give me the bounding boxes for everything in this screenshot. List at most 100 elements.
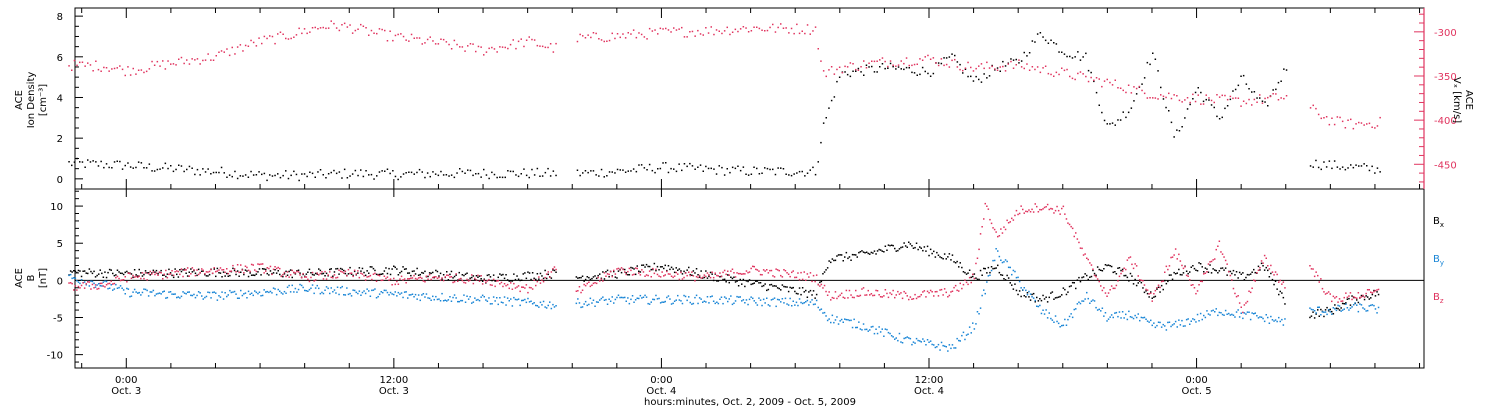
top-black-point [442, 174, 445, 176]
top-black-point [1226, 105, 1229, 107]
bottom-bz-point [180, 268, 183, 270]
bottom-bx-point [583, 280, 585, 282]
bottom-bz-point [716, 274, 718, 277]
bottom-by-point [180, 295, 183, 298]
top-pink-point [750, 30, 753, 32]
top-pink-point [341, 24, 343, 26]
bottom-bz-point [708, 274, 710, 276]
top-pink-point [333, 22, 335, 25]
top-black-point [1165, 106, 1167, 109]
top-black-point [472, 174, 474, 177]
bottom-bz-point [269, 265, 272, 268]
bottom-bx-point [547, 273, 549, 276]
bottom-by-point [981, 294, 983, 297]
bottom-bz-point [890, 293, 893, 296]
top-pink-point [619, 36, 621, 39]
bottom-bx-point [801, 287, 804, 289]
bottom-by-point [1067, 318, 1069, 321]
top-pink-point [1127, 84, 1130, 86]
bottom-bx-point [115, 274, 117, 276]
bottom-by-point [812, 303, 815, 306]
bottom-bz-point [133, 276, 136, 278]
bottom-by-point [188, 291, 190, 293]
top-pink-point [536, 44, 539, 47]
top-black-point [943, 57, 945, 59]
bottom-bx-point [216, 267, 219, 270]
bottom-bz-point [215, 270, 217, 273]
bottom-bz-point [168, 273, 170, 276]
bottom-bx-point [71, 271, 73, 273]
bottom-bz-point [1132, 267, 1135, 270]
bottom-bz-point [936, 290, 938, 293]
bottom-bz-point [1129, 256, 1132, 258]
bottom-by-point [108, 287, 111, 289]
bottom-by-point [163, 290, 165, 292]
bottom-by-point [1363, 308, 1366, 310]
bottom-by-point [894, 338, 896, 340]
bottom-bz-point [1176, 258, 1178, 260]
bottom-bx-point [981, 274, 983, 276]
bottom-bz-point [1263, 254, 1266, 257]
bottom-bx-point [457, 279, 459, 281]
bottom-by-point [524, 298, 526, 301]
bottom-by-point [1282, 324, 1285, 326]
bottom-bz-point [1098, 280, 1100, 283]
bottom-by-point [126, 287, 128, 290]
top-pink-point [252, 41, 255, 44]
bottom-by-point [1320, 314, 1322, 316]
top-pink-point [178, 58, 180, 60]
bottom-bx-point [224, 275, 226, 277]
bottom-bz-point [467, 280, 470, 282]
bottom-bx-point [627, 274, 629, 276]
bottom-bz-point [73, 289, 75, 291]
bottom-bx-point [873, 250, 876, 252]
top-black-point [980, 81, 983, 83]
top-black-point [1341, 166, 1344, 168]
bottom-bx-point [1334, 304, 1336, 306]
bottom-by-point [1131, 316, 1133, 319]
bottom-bz-point [355, 273, 357, 275]
top-black-point [394, 175, 397, 178]
bottom-by-point [425, 293, 428, 295]
bottom-by-point [283, 290, 286, 293]
bottom-by-point [739, 296, 741, 298]
bottom-bz-point [244, 265, 247, 267]
top-black-point [929, 75, 932, 77]
top-pink-point [202, 59, 204, 62]
bottom-bx-point [1050, 292, 1052, 294]
bottom-by-point [647, 302, 649, 305]
top-pink-point [322, 26, 324, 29]
top-black-point [228, 174, 231, 176]
bottom-by-point [90, 280, 92, 282]
bottom-by-point [677, 294, 679, 297]
bottom-bx-point [937, 254, 940, 256]
bottom-bz-point [1070, 225, 1072, 228]
top-pink-point [504, 46, 506, 49]
bottom-bx-point [408, 272, 411, 274]
top-pink-point [204, 59, 207, 61]
bottom-by-point [844, 318, 846, 320]
bottom-bx-point [266, 272, 268, 275]
bottom-bz-point [1373, 290, 1375, 293]
top-black-point [780, 167, 782, 169]
top-black-point [231, 175, 233, 178]
bottom-bz-point [1195, 292, 1197, 295]
bottom-by-point [628, 302, 631, 305]
bottom-by-point [873, 332, 876, 335]
top-pink-point [143, 71, 145, 74]
top-pink-point [1085, 75, 1087, 78]
bottom-bz-point [433, 276, 435, 278]
bottom-bx-point [800, 293, 802, 296]
bottom-bz-point [469, 279, 471, 281]
bottom-bx-point [1217, 272, 1219, 274]
bottom-by-point [962, 331, 965, 334]
bottom-bx-point [1086, 274, 1088, 277]
top-pink-point [937, 64, 940, 67]
top-black-point [1312, 166, 1314, 168]
bottom-by-point [734, 300, 737, 302]
bottom-bz-point [439, 279, 442, 281]
bottom-by-point [722, 302, 724, 305]
bottom-bx-point [350, 273, 353, 275]
bottom-by-point [1178, 319, 1180, 321]
bottom-bx-point [1229, 270, 1232, 273]
